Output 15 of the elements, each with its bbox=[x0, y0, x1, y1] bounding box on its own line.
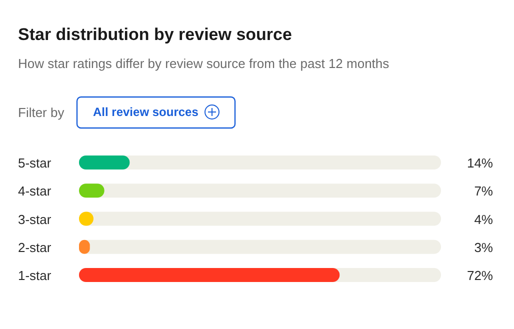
data-label: 72% bbox=[466, 268, 494, 283]
y-tick-label: 4-star bbox=[18, 184, 52, 199]
data-label: 3% bbox=[474, 240, 494, 255]
text: Filter by bbox=[18, 105, 65, 120]
y-tick-label: 1-star bbox=[18, 268, 52, 283]
chart-title: Star distribution by review source bbox=[18, 25, 292, 44]
data-label: 4% bbox=[474, 212, 494, 227]
y-tick-label: 3-star bbox=[18, 212, 52, 227]
y-tick-label: 2-star bbox=[18, 240, 52, 255]
data-label: 7% bbox=[474, 184, 494, 199]
text: All review sources bbox=[93, 105, 199, 119]
data-label: 14% bbox=[466, 156, 494, 170]
bar bbox=[79, 156, 130, 170]
y-tick-label: 5-star bbox=[18, 156, 52, 170]
chart-subtitle: How star ratings differ by review source from the past 12 months bbox=[18, 56, 390, 71]
